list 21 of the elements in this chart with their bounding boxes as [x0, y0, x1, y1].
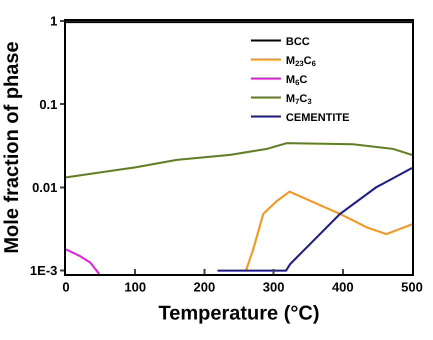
- line-series: [216, 167, 412, 272]
- line-series: [66, 248, 100, 274]
- y-tick-label: 0.01: [32, 180, 58, 195]
- legend-label: M$_{6}$C: [286, 74, 308, 88]
- x-tick-label: 300: [262, 280, 284, 295]
- y-tick-label: 1E-3: [30, 263, 58, 278]
- legend-label: M$_{7}$C$_{3}$: [286, 92, 312, 106]
- x-axis-title: Temperature (°C): [158, 302, 320, 325]
- y-tick-label: 0.1: [39, 96, 58, 112]
- x-tick-label: 200: [194, 280, 216, 295]
- line-series: [66, 142, 412, 178]
- y-tick-label: 1: [50, 14, 58, 29]
- x-tick-label: 100: [124, 280, 146, 295]
- legend-label: CEMENTITE: [286, 112, 350, 124]
- y-axis-title: Mole fraction of phase: [0, 41, 23, 254]
- legend-label: M$_{23}$C$_{6}$: [286, 54, 316, 68]
- legend-label: BCC: [286, 36, 310, 48]
- x-tick-label: 500: [401, 280, 423, 295]
- x-tick-label: 0: [62, 280, 70, 295]
- x-tick-label: 400: [332, 280, 354, 295]
- line-series: [244, 190, 412, 272]
